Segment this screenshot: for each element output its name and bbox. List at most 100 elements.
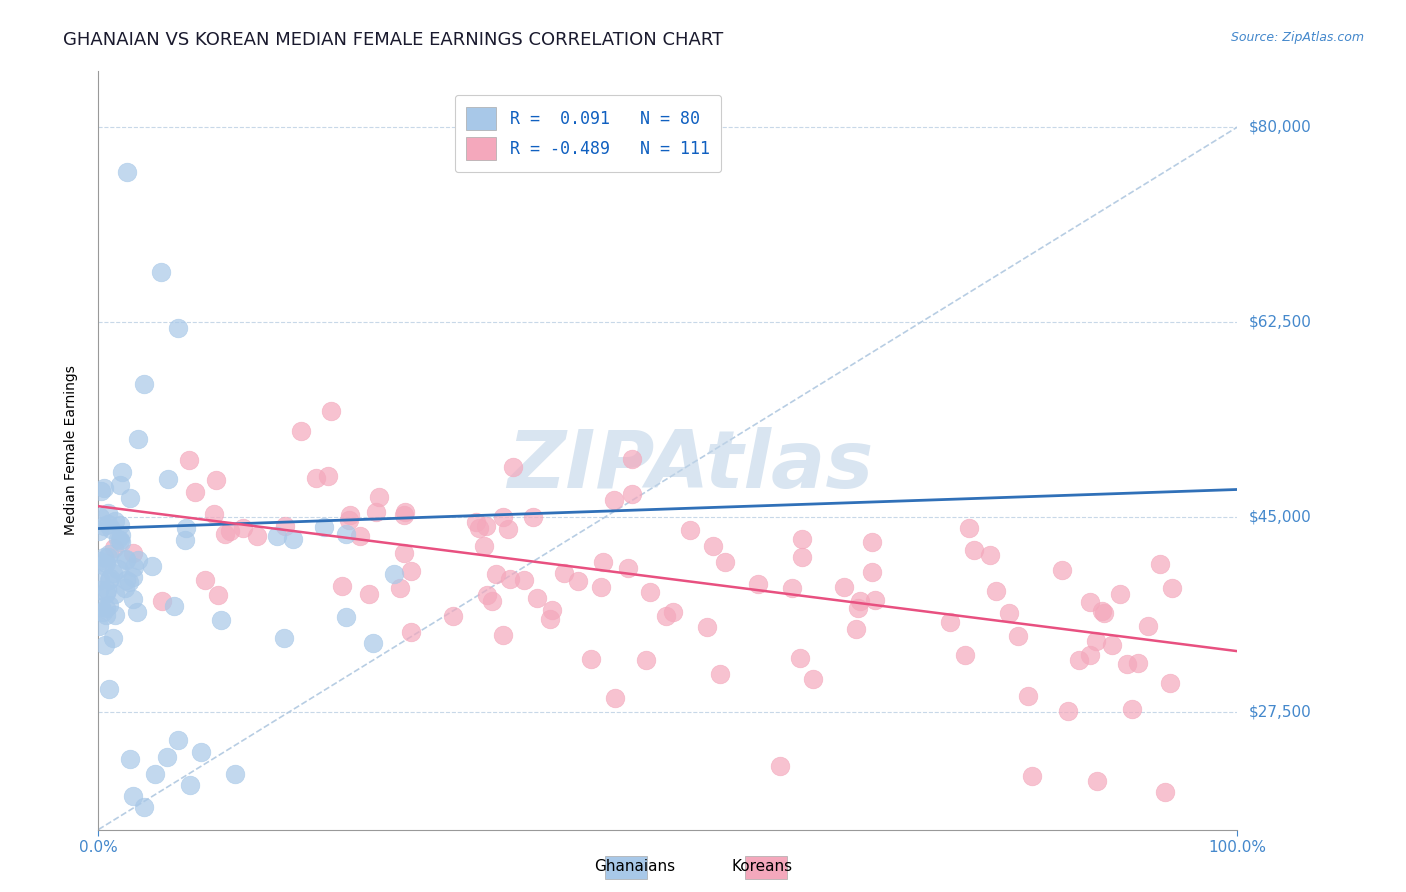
Text: ZIPAtlas: ZIPAtlas [508,426,873,505]
Point [94,601,117,615]
Point [273,631,295,645]
Point [167,320,190,334]
Point [115,552,138,566]
Point [863,593,886,607]
Point [107,532,129,546]
Point [714,555,737,569]
Point [963,542,986,557]
Point [89,573,111,587]
Point [330,579,353,593]
Point [184,484,207,499]
Point [190,744,212,758]
Point [173,533,195,548]
Point [1007,629,1029,643]
Point [472,539,495,553]
Point [107,562,129,576]
Point [87,618,110,632]
Point [512,573,534,587]
Point [94,586,117,600]
Point [91,605,114,619]
Text: Ghanaians: Ghanaians [593,859,675,874]
Point [98,681,121,696]
Point [1160,581,1182,595]
Point [90,600,112,615]
Point [246,529,269,543]
Point [179,778,201,792]
Point [1116,657,1139,672]
Point [1128,656,1150,670]
Point [979,548,1001,562]
Y-axis label: Median Female Earnings: Median Female Earnings [63,366,77,535]
Point [211,613,233,627]
Point [790,550,813,565]
Point [114,581,136,595]
Point [392,546,415,560]
Point [339,508,361,522]
Point [122,559,145,574]
Point [801,672,824,686]
Point [957,521,980,535]
Point [581,652,603,666]
Point [111,465,134,479]
Point [108,533,131,548]
Point [984,583,1007,598]
Point [592,555,614,569]
Legend: R =  0.091   N = 80, R = -0.489   N = 111: R = 0.091 N = 80, R = -0.489 N = 111 [454,95,721,172]
Point [702,539,724,553]
Point [860,534,883,549]
Point [115,164,138,178]
Point [97,573,120,587]
Point [1057,704,1080,718]
Point [337,513,360,527]
Point [156,750,179,764]
Point [938,615,960,630]
Point [89,510,111,524]
Point [121,789,143,804]
Point [502,460,524,475]
Point [621,452,644,467]
Point [696,619,718,633]
Point [274,519,297,533]
Point [97,549,120,564]
Point [603,690,626,705]
Text: $62,500: $62,500 [1249,315,1312,330]
Point [1050,563,1073,577]
Point [194,573,217,587]
Point [335,609,357,624]
Point [97,506,120,520]
Point [789,650,811,665]
Point [1021,769,1043,783]
Point [312,519,335,533]
Point [496,522,519,536]
Point [655,609,678,624]
Point [526,591,548,606]
Point [219,524,242,538]
Point [335,527,357,541]
Point [120,491,142,505]
Point [127,605,149,619]
Point [475,519,498,533]
Point [290,424,312,438]
Point [104,608,127,623]
Point [93,519,115,533]
Point [553,566,575,580]
Point [382,566,405,581]
Point [110,527,132,541]
Point [87,524,110,538]
Point [141,558,163,573]
Point [846,601,869,615]
Point [87,554,110,568]
Point [620,486,643,500]
Point [860,566,883,580]
Point [1101,638,1123,652]
Point [145,767,167,781]
Text: $27,500: $27,500 [1249,705,1312,720]
Point [1085,634,1108,648]
Point [108,477,131,491]
Point [364,505,387,519]
Point [589,581,612,595]
Point [93,481,115,495]
Point [224,767,246,781]
Text: Source: ZipAtlas.com: Source: ZipAtlas.com [1230,31,1364,45]
Point [232,521,254,535]
